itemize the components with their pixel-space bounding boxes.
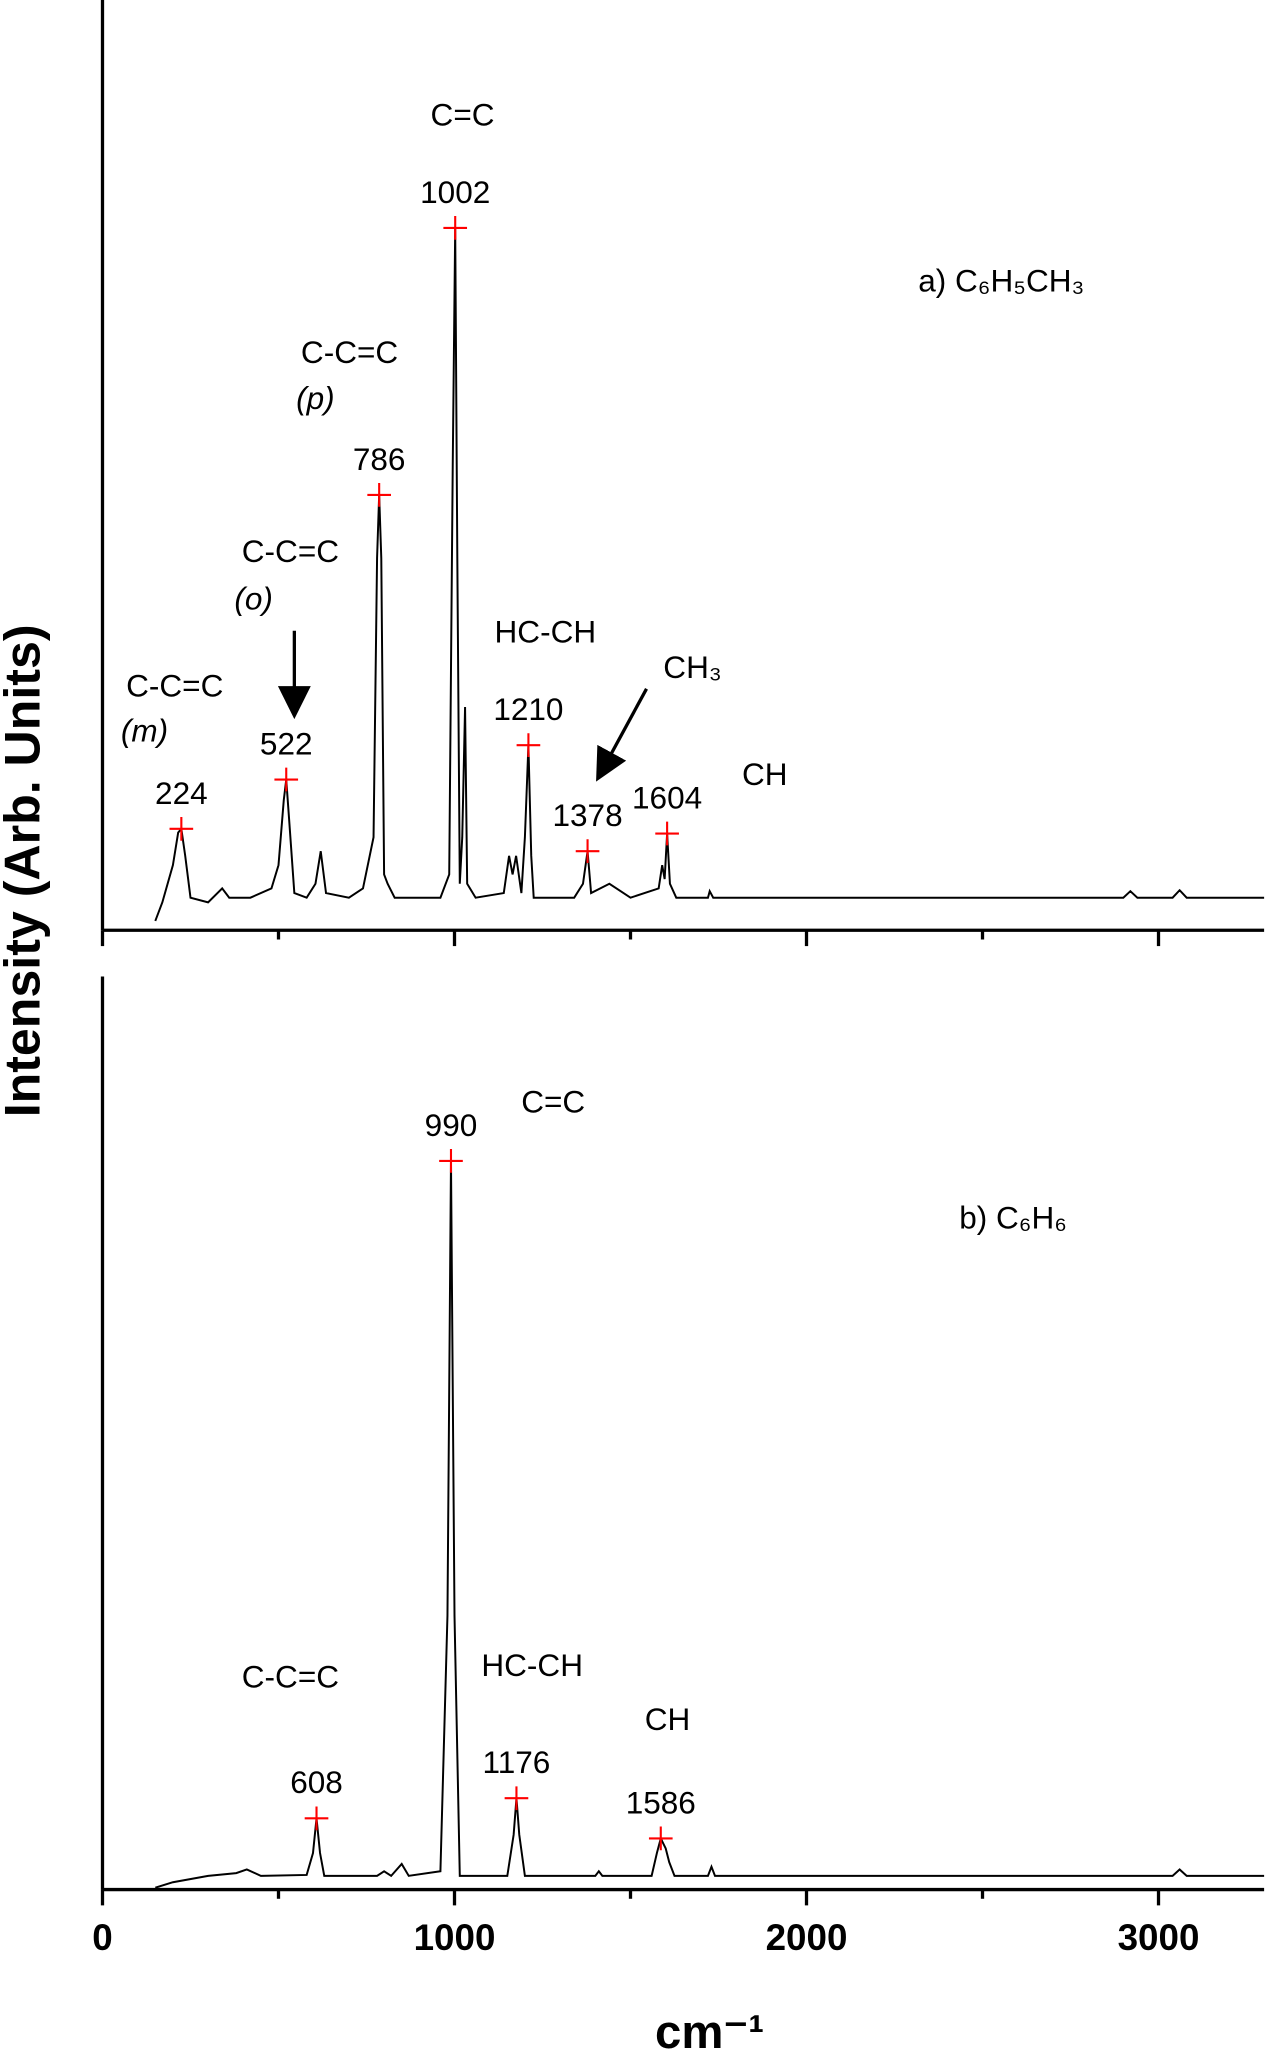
peak-marker (304, 1806, 329, 1831)
annotation: C=C (431, 96, 495, 132)
x-axis-label: cm⁻¹ (655, 2006, 764, 2059)
annotation: (m) (121, 713, 168, 749)
peak-label: 1586 (626, 1784, 696, 1820)
peak-label: 1176 (483, 1744, 551, 1780)
annotation: HC-CH (481, 1647, 583, 1683)
annotation: (o) (234, 581, 273, 617)
peak-label: 1210 (493, 691, 563, 727)
annotation: C-C=C (301, 334, 398, 370)
annotation: b) C₆H₆ (959, 1199, 1067, 1235)
peak-label: 1002 (420, 174, 490, 210)
peak-label: 990 (425, 1107, 478, 1143)
annotation: (p) (296, 380, 335, 416)
x-tick-label: 2000 (766, 1917, 848, 1958)
peak-marker (439, 1149, 463, 1173)
arrow (596, 687, 648, 782)
peak-marker (443, 216, 468, 240)
annotation: CH₃ (663, 649, 721, 685)
y-axis-label: Intensity (Arb. Units) (0, 624, 50, 1117)
annotation: C-C=C (242, 533, 339, 569)
peak-marker (655, 821, 679, 846)
annotation: C=C (521, 1083, 585, 1119)
annotation: CH (742, 756, 788, 792)
peak-marker (274, 767, 299, 792)
annotation: C-C=C (126, 668, 223, 704)
annotation: HC-CH (495, 614, 597, 650)
peak-label: 786 (353, 441, 406, 477)
spectrum-line (155, 1160, 1265, 1889)
peak-marker (575, 839, 600, 864)
peak-marker (504, 1786, 529, 1811)
peak-marker (516, 733, 541, 758)
x-tick-label: 0 (92, 1917, 112, 1958)
annotation: a) C₆H₅CH₃ (918, 263, 1084, 299)
peak-marker (367, 483, 391, 507)
peak-label: 1378 (552, 797, 622, 833)
annotation: C-C=C (242, 1659, 339, 1695)
x-tick-label: 1000 (414, 1917, 496, 1958)
peak-label: 608 (290, 1764, 343, 1800)
peak-marker (169, 816, 194, 841)
spectrum-line (154, 227, 1265, 922)
peak-label: 224 (155, 775, 208, 811)
peak-marker (648, 1826, 673, 1851)
peak-label: 1604 (632, 779, 702, 815)
x-tick-label: 3000 (1118, 1917, 1200, 1958)
peak-label: 522 (260, 725, 313, 761)
annotation: CH (645, 1701, 691, 1737)
